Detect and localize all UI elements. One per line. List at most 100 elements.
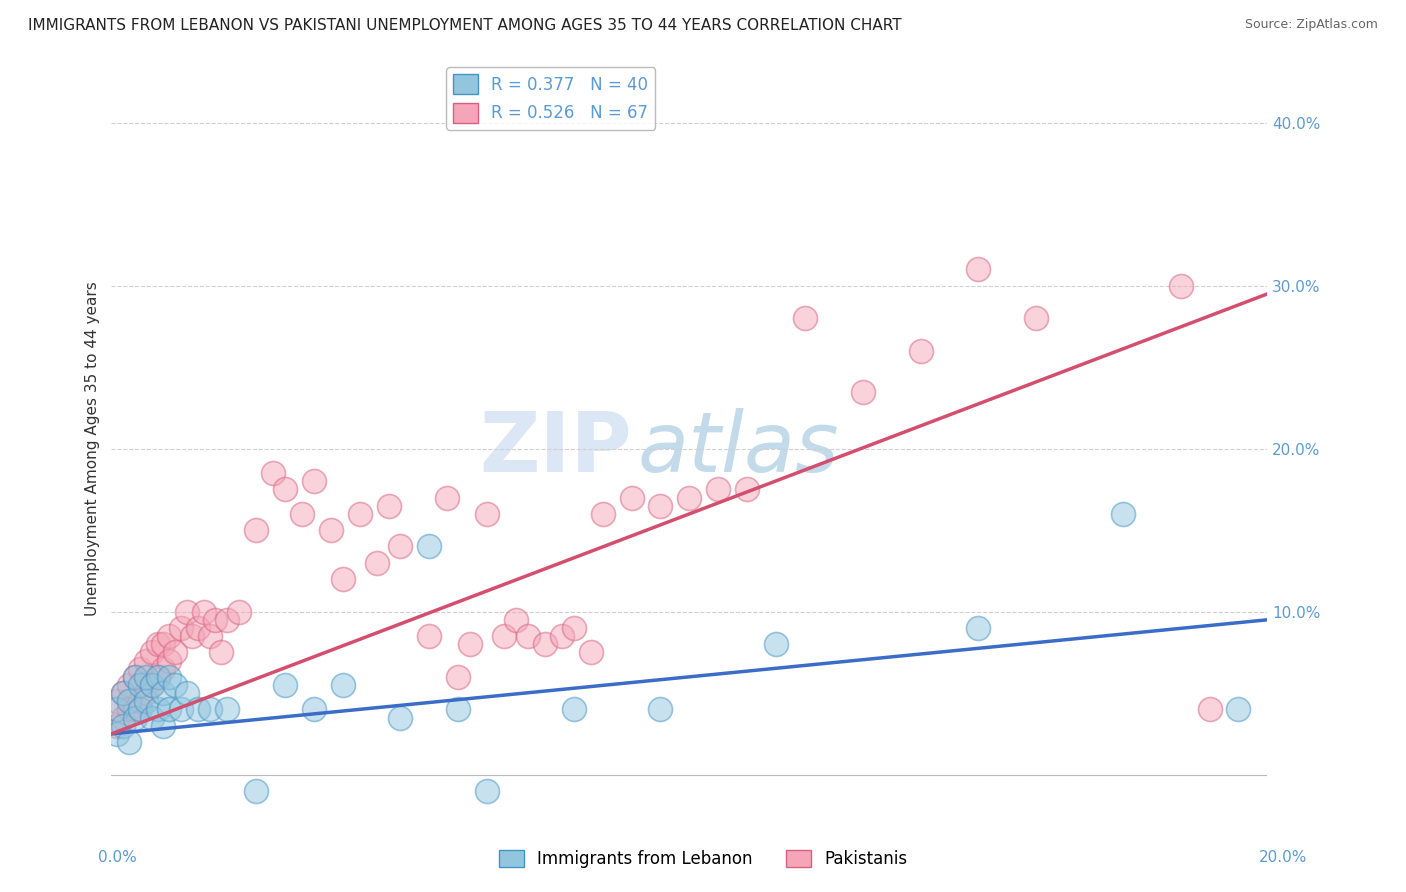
Point xyxy=(187,702,209,716)
Text: IMMIGRANTS FROM LEBANON VS PAKISTANI UNEMPLOYMENT AMONG AGES 35 TO 44 YEARS CORR: IMMIGRANTS FROM LEBANON VS PAKISTANI UNE… xyxy=(28,18,901,33)
Point xyxy=(228,605,250,619)
Point xyxy=(157,670,180,684)
Point xyxy=(105,719,128,733)
Point xyxy=(111,719,134,733)
Point xyxy=(124,670,146,684)
Point xyxy=(447,702,470,716)
Y-axis label: Unemployment Among Ages 35 to 44 years: Unemployment Among Ages 35 to 44 years xyxy=(86,281,100,616)
Point xyxy=(291,507,314,521)
Point xyxy=(129,694,152,708)
Point xyxy=(620,491,643,505)
Point xyxy=(1025,311,1047,326)
Point xyxy=(551,629,574,643)
Point xyxy=(678,491,700,505)
Point xyxy=(262,466,284,480)
Point xyxy=(163,678,186,692)
Point xyxy=(146,702,169,716)
Text: atlas: atlas xyxy=(637,409,839,489)
Point xyxy=(176,686,198,700)
Point xyxy=(366,556,388,570)
Point xyxy=(105,727,128,741)
Point xyxy=(332,678,354,692)
Point xyxy=(193,605,215,619)
Point xyxy=(118,735,141,749)
Text: 0.0%: 0.0% xyxy=(98,850,138,865)
Point xyxy=(111,686,134,700)
Point xyxy=(105,694,128,708)
Point xyxy=(118,702,141,716)
Point xyxy=(245,523,267,537)
Point xyxy=(735,483,758,497)
Point xyxy=(124,670,146,684)
Point xyxy=(1112,507,1135,521)
Point xyxy=(245,784,267,798)
Legend: Immigrants from Lebanon, Pakistanis: Immigrants from Lebanon, Pakistanis xyxy=(492,843,914,875)
Point xyxy=(170,702,193,716)
Point xyxy=(198,629,221,643)
Point xyxy=(458,637,481,651)
Point xyxy=(152,719,174,733)
Point xyxy=(332,572,354,586)
Point xyxy=(1198,702,1220,716)
Point xyxy=(274,678,297,692)
Point xyxy=(124,710,146,724)
Point xyxy=(118,678,141,692)
Point xyxy=(146,637,169,651)
Point xyxy=(170,621,193,635)
Point xyxy=(135,694,157,708)
Point xyxy=(129,662,152,676)
Point xyxy=(650,702,672,716)
Point xyxy=(475,507,498,521)
Point xyxy=(418,629,440,643)
Point xyxy=(910,343,932,358)
Point xyxy=(204,613,226,627)
Point xyxy=(418,540,440,554)
Point xyxy=(198,702,221,716)
Point xyxy=(118,694,141,708)
Point xyxy=(146,670,169,684)
Point xyxy=(302,702,325,716)
Point xyxy=(135,654,157,668)
Point xyxy=(141,645,163,659)
Point xyxy=(274,483,297,497)
Point xyxy=(129,702,152,716)
Point xyxy=(349,507,371,521)
Point xyxy=(124,702,146,716)
Point xyxy=(579,645,602,659)
Point xyxy=(135,686,157,700)
Text: 20.0%: 20.0% xyxy=(1260,850,1308,865)
Point xyxy=(209,645,232,659)
Point xyxy=(176,605,198,619)
Point xyxy=(141,710,163,724)
Point xyxy=(157,629,180,643)
Legend: R = 0.377   N = 40, R = 0.526   N = 67: R = 0.377 N = 40, R = 0.526 N = 67 xyxy=(446,67,655,129)
Point xyxy=(378,499,401,513)
Point xyxy=(129,678,152,692)
Point xyxy=(516,629,538,643)
Point xyxy=(152,662,174,676)
Point xyxy=(111,686,134,700)
Point xyxy=(111,710,134,724)
Point xyxy=(592,507,614,521)
Point xyxy=(794,311,817,326)
Point xyxy=(967,621,990,635)
Point xyxy=(562,702,585,716)
Point xyxy=(562,621,585,635)
Point xyxy=(105,702,128,716)
Point xyxy=(1227,702,1250,716)
Point xyxy=(852,384,875,399)
Point xyxy=(135,670,157,684)
Point xyxy=(505,613,527,627)
Point xyxy=(447,670,470,684)
Text: ZIP: ZIP xyxy=(479,409,631,489)
Point xyxy=(1170,278,1192,293)
Point xyxy=(967,262,990,277)
Point xyxy=(765,637,787,651)
Point xyxy=(494,629,516,643)
Point xyxy=(187,621,209,635)
Point xyxy=(181,629,204,643)
Point xyxy=(215,613,238,627)
Point xyxy=(215,702,238,716)
Point xyxy=(436,491,458,505)
Point xyxy=(146,670,169,684)
